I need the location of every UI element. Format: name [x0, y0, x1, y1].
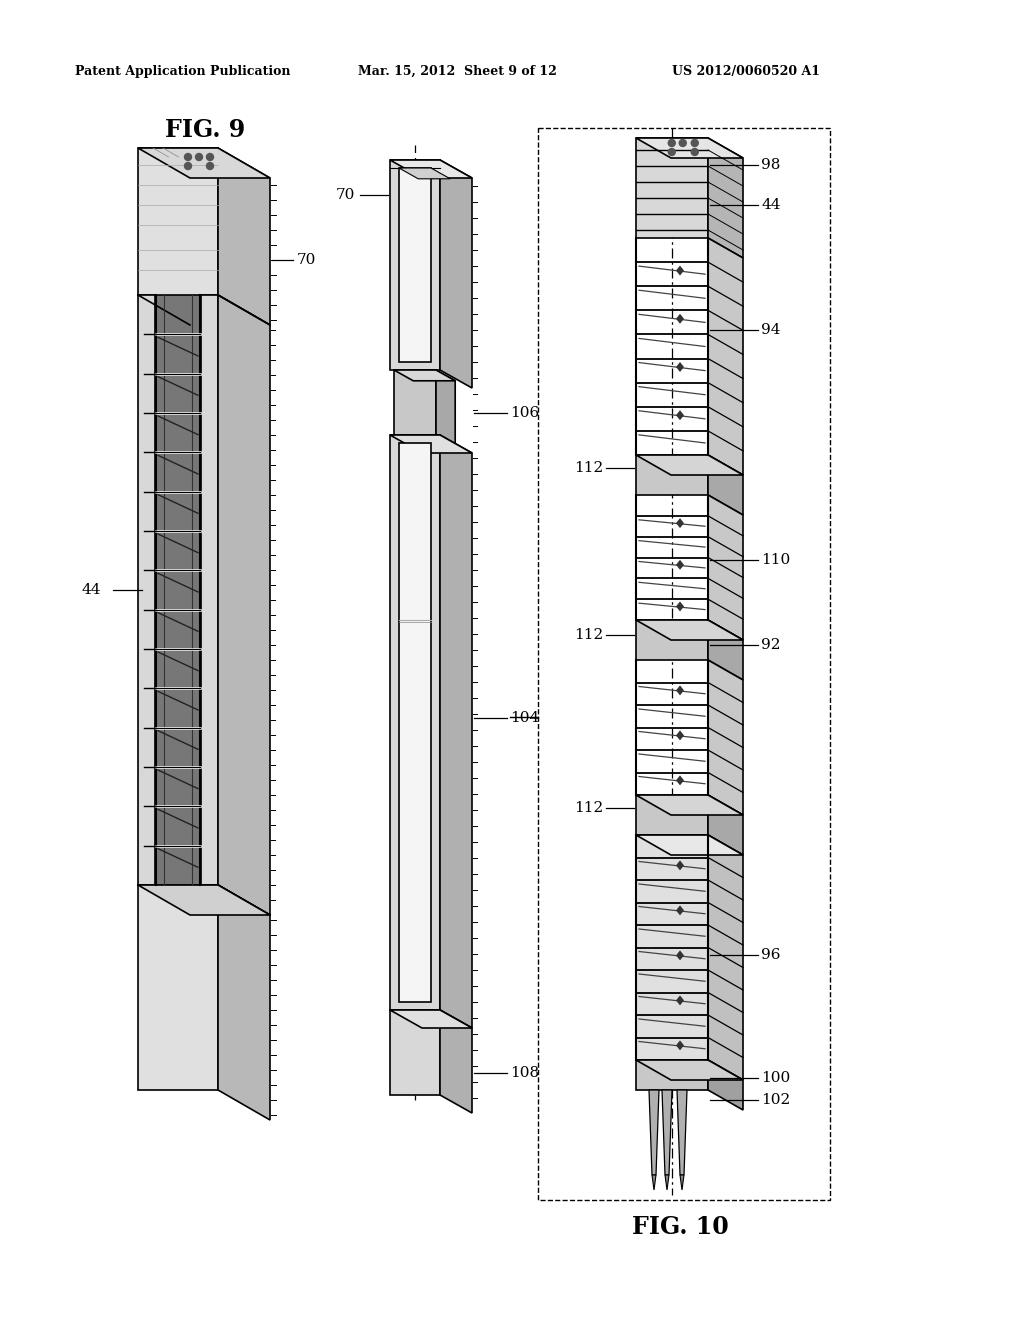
Polygon shape — [436, 370, 456, 446]
Polygon shape — [394, 370, 436, 436]
Polygon shape — [649, 1090, 659, 1175]
Circle shape — [691, 140, 698, 147]
Polygon shape — [676, 995, 684, 1006]
Polygon shape — [218, 148, 270, 325]
Polygon shape — [676, 362, 684, 372]
Polygon shape — [218, 884, 270, 1119]
Polygon shape — [662, 1090, 672, 1175]
Text: 94: 94 — [761, 323, 780, 337]
Polygon shape — [676, 685, 684, 696]
Polygon shape — [138, 884, 218, 1090]
Polygon shape — [399, 168, 451, 178]
Polygon shape — [676, 560, 684, 570]
Polygon shape — [676, 730, 684, 741]
Polygon shape — [399, 168, 431, 362]
Polygon shape — [676, 775, 684, 785]
Polygon shape — [394, 370, 456, 380]
Polygon shape — [708, 620, 743, 680]
Polygon shape — [676, 314, 684, 323]
Polygon shape — [708, 1060, 743, 1110]
Polygon shape — [708, 795, 743, 855]
Polygon shape — [390, 160, 440, 370]
Polygon shape — [652, 1175, 656, 1191]
Polygon shape — [677, 1090, 687, 1175]
Polygon shape — [676, 602, 684, 611]
Text: 92: 92 — [761, 638, 780, 652]
Polygon shape — [138, 884, 270, 915]
Polygon shape — [636, 836, 743, 855]
Polygon shape — [390, 160, 472, 178]
Text: FIG. 9: FIG. 9 — [165, 117, 245, 143]
Text: 108: 108 — [510, 1067, 539, 1080]
Polygon shape — [636, 1060, 708, 1090]
Polygon shape — [708, 238, 743, 475]
Polygon shape — [636, 620, 743, 640]
Circle shape — [184, 162, 191, 169]
Text: 100: 100 — [761, 1071, 791, 1085]
Circle shape — [679, 140, 686, 147]
Polygon shape — [201, 294, 218, 884]
Polygon shape — [676, 1040, 684, 1051]
Polygon shape — [636, 1060, 743, 1080]
Circle shape — [196, 153, 203, 161]
Text: FIG. 10: FIG. 10 — [632, 1214, 728, 1239]
Circle shape — [669, 149, 675, 156]
Polygon shape — [440, 1010, 472, 1113]
Text: 70: 70 — [297, 253, 316, 267]
Polygon shape — [636, 836, 708, 1060]
Polygon shape — [156, 294, 200, 884]
Text: 106: 106 — [510, 407, 540, 420]
Text: 112: 112 — [573, 628, 603, 642]
Polygon shape — [138, 294, 155, 884]
Polygon shape — [636, 795, 743, 814]
Polygon shape — [440, 160, 472, 388]
Text: 112: 112 — [573, 801, 603, 814]
Polygon shape — [680, 1175, 684, 1191]
Text: 98: 98 — [761, 158, 780, 172]
Polygon shape — [676, 411, 684, 420]
Polygon shape — [708, 836, 743, 1080]
Polygon shape — [636, 139, 743, 158]
Polygon shape — [708, 455, 743, 515]
Text: 102: 102 — [761, 1093, 791, 1107]
Polygon shape — [708, 139, 743, 257]
Polygon shape — [390, 436, 440, 1010]
Polygon shape — [390, 1010, 440, 1096]
Polygon shape — [676, 861, 684, 870]
Polygon shape — [636, 795, 708, 836]
Polygon shape — [636, 455, 743, 475]
Circle shape — [207, 162, 213, 169]
Circle shape — [207, 153, 213, 161]
Text: 96: 96 — [761, 948, 780, 962]
Text: Patent Application Publication: Patent Application Publication — [75, 65, 291, 78]
Polygon shape — [440, 436, 472, 1028]
Polygon shape — [138, 148, 270, 178]
Text: 110: 110 — [761, 553, 791, 568]
Polygon shape — [390, 1010, 472, 1028]
Text: Mar. 15, 2012  Sheet 9 of 12: Mar. 15, 2012 Sheet 9 of 12 — [358, 65, 557, 78]
Polygon shape — [138, 148, 218, 294]
Polygon shape — [676, 519, 684, 528]
Text: 44: 44 — [81, 583, 100, 597]
Polygon shape — [676, 950, 684, 961]
Polygon shape — [636, 139, 708, 238]
Text: 70: 70 — [336, 187, 355, 202]
Circle shape — [691, 149, 698, 156]
Polygon shape — [399, 444, 431, 1002]
Text: 104: 104 — [510, 711, 540, 725]
Polygon shape — [218, 294, 270, 915]
Text: 112: 112 — [573, 461, 603, 475]
Circle shape — [669, 140, 675, 147]
Polygon shape — [390, 436, 472, 453]
Polygon shape — [665, 1175, 669, 1191]
Circle shape — [184, 153, 191, 161]
Polygon shape — [708, 495, 743, 640]
Polygon shape — [708, 660, 743, 814]
Polygon shape — [636, 620, 708, 660]
Text: US 2012/0060520 A1: US 2012/0060520 A1 — [672, 65, 820, 78]
Polygon shape — [676, 265, 684, 276]
Text: 44: 44 — [761, 198, 780, 213]
Polygon shape — [676, 906, 684, 915]
Polygon shape — [636, 455, 708, 495]
